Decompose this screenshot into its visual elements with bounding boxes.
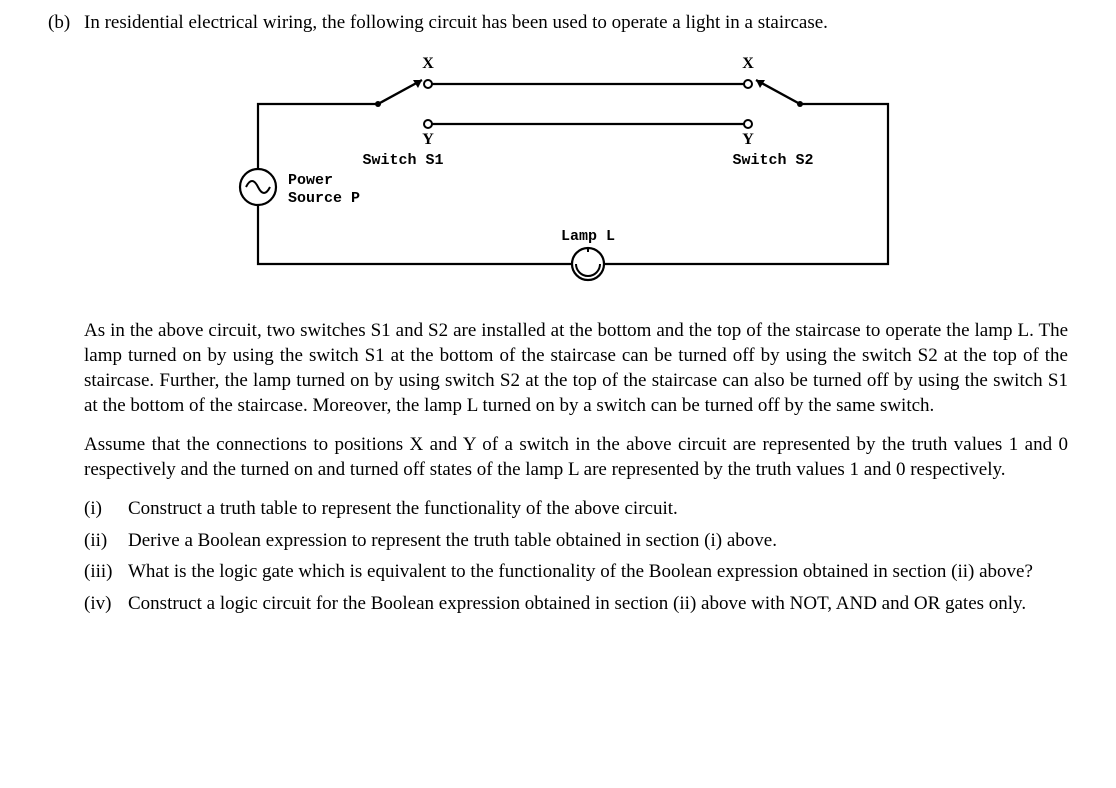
paragraph-desc: As in the above circuit, two switches S1… xyxy=(84,318,1068,418)
s1-common-node xyxy=(375,101,381,107)
s2-y-terminal xyxy=(744,120,752,128)
label-y-left: Y xyxy=(422,131,434,148)
label-lamp: Lamp L xyxy=(561,228,615,245)
subq-iii-text: What is the logic gate which is equivale… xyxy=(128,559,1068,585)
subq-iv: (iv) Construct a logic circuit for the B… xyxy=(84,591,1068,617)
subq-i-text: Construct a truth table to represent the… xyxy=(128,496,1068,522)
subq-iii-label: (iii) xyxy=(84,559,128,585)
subq-ii-text: Derive a Boolean expression to represent… xyxy=(128,528,1068,554)
label-power-2: Source P xyxy=(288,190,360,207)
s2-x-terminal xyxy=(744,80,752,88)
wire-bottom-left xyxy=(258,205,572,264)
label-switch-s2: Switch S2 xyxy=(732,152,813,169)
label-switch-s1: Switch S1 xyxy=(362,152,443,169)
circuit-figure: X X Y Y Switch S1 Switch S2 Power Source… xyxy=(188,44,928,304)
subq-i-label: (i) xyxy=(84,496,128,522)
switch-s1 xyxy=(375,80,432,128)
s1-x-terminal xyxy=(424,80,432,88)
question-b: (b) In residential electrical wiring, th… xyxy=(48,10,1068,36)
page-container: (b) In residential electrical wiring, th… xyxy=(0,0,1116,633)
label-y-right: Y xyxy=(742,131,754,148)
subq-ii: (ii) Derive a Boolean expression to repr… xyxy=(84,528,1068,554)
wire-left-top xyxy=(258,104,378,169)
subq-i: (i) Construct a truth table to represent… xyxy=(84,496,1068,522)
label-power-1: Power xyxy=(288,172,333,189)
subq-iii: (iii) What is the logic gate which is eq… xyxy=(84,559,1068,585)
s2-common-node xyxy=(797,101,803,107)
subq-ii-label: (ii) xyxy=(84,528,128,554)
paragraph-assumption: Assume that the connections to positions… xyxy=(84,432,1068,482)
question-intro: In residential electrical wiring, the fo… xyxy=(84,10,1068,36)
s1-y-terminal xyxy=(424,120,432,128)
subq-iv-text: Construct a logic circuit for the Boolea… xyxy=(128,591,1068,617)
subq-iv-label: (iv) xyxy=(84,591,128,617)
power-source xyxy=(240,169,276,205)
lamp xyxy=(572,248,604,280)
subquestion-list: (i) Construct a truth table to represent… xyxy=(84,496,1068,617)
label-x-left: X xyxy=(422,55,434,72)
switch-s2 xyxy=(744,80,803,128)
circuit-svg: X X Y Y Switch S1 Switch S2 Power Source… xyxy=(188,44,928,304)
label-x-right: X xyxy=(742,55,754,72)
question-label: (b) xyxy=(48,10,84,36)
